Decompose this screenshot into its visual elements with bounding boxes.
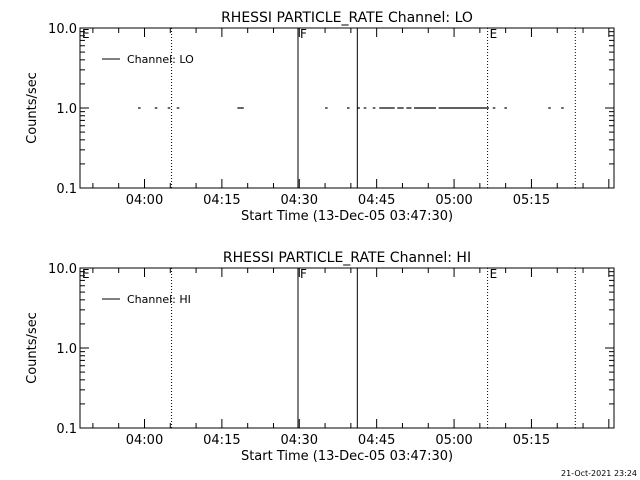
- legend-label: Channel: HI: [127, 293, 191, 306]
- event-marker-label: E: [82, 27, 90, 41]
- chart-title: RHESSI PARTICLE_RATE Channel: LO: [221, 10, 473, 26]
- event-marker-label: F: [300, 27, 307, 41]
- y-axis-label: Counts/sec: [25, 72, 40, 144]
- y-axis-label: Counts/sec: [25, 312, 40, 384]
- x-tick-label: 04:15: [203, 433, 240, 448]
- x-tick-label: 04:00: [126, 193, 163, 208]
- x-tick-label: 05:00: [435, 193, 472, 208]
- y-tick-label: 1.0: [56, 342, 77, 357]
- x-axis-label: Start Time (13-Dec-05 03:47:30): [241, 209, 453, 224]
- event-marker-label: E: [490, 27, 498, 41]
- y-tick-label: 10.0: [48, 22, 77, 37]
- x-tick-label: 05:15: [513, 193, 550, 208]
- y-tick-label: 1.0: [56, 102, 77, 117]
- x-tick-label: 04:00: [126, 433, 163, 448]
- x-tick-label: 04:30: [281, 193, 318, 208]
- plot-frame: [79, 267, 615, 429]
- event-marker-label: E: [82, 267, 90, 281]
- x-tick-label: 04:45: [358, 193, 395, 208]
- event-marker-label: E: [490, 267, 498, 281]
- x-tick-label: 04:45: [358, 433, 395, 448]
- x-tick-label: 05:00: [435, 433, 472, 448]
- x-tick-label: 04:30: [281, 433, 318, 448]
- footer-timestamp: 21-Oct-2021 23:24: [561, 469, 637, 478]
- chart-title: RHESSI PARTICLE_RATE Channel: HI: [223, 250, 471, 266]
- legend-label: Channel: LO: [127, 53, 194, 66]
- y-tick-label: 0.1: [56, 182, 77, 197]
- x-tick-label: 05:15: [513, 433, 550, 448]
- x-tick-label: 04:15: [203, 193, 240, 208]
- chart-panel-lo: RHESSI PARTICLE_RATE Channel: LO 0.1 1.0 10…: [25, 10, 615, 224]
- y-tick-label: 10.0: [48, 262, 77, 277]
- x-axis-label: Start Time (13-Dec-05 03:47:30): [241, 449, 453, 464]
- chart-panel-hi: RHESSI PARTICLE_RATE Channel: HI 0.1 1.0 10…: [25, 250, 615, 464]
- y-tick-label: 0.1: [56, 422, 77, 437]
- event-marker-label: F: [300, 267, 307, 281]
